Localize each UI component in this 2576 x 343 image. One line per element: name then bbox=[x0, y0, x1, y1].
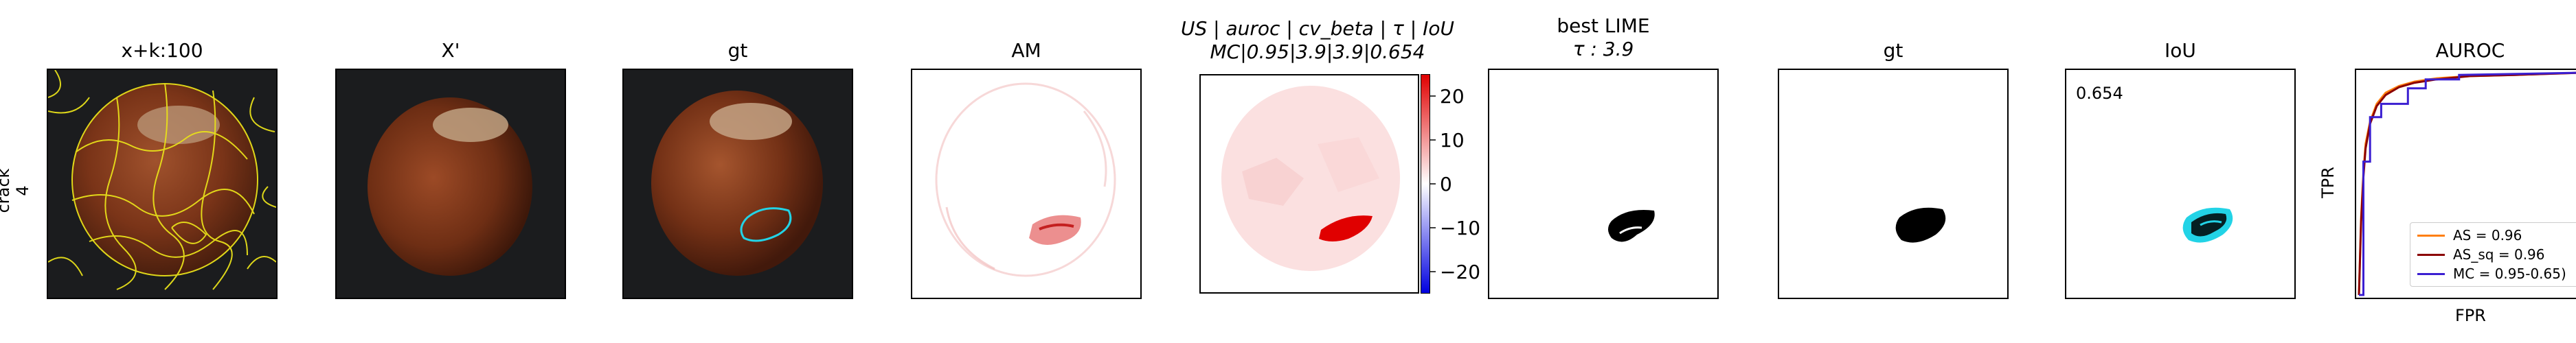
panel-title-xprime: X' bbox=[441, 39, 460, 62]
legend-swatch-as bbox=[2417, 234, 2445, 237]
panel-title-gt-mask: gt bbox=[1883, 39, 1903, 62]
legend-swatch-as-sq bbox=[2417, 253, 2445, 256]
gt-overlay-image bbox=[651, 91, 823, 276]
auroc-chart bbox=[2358, 71, 2576, 296]
colorbar-tick-label: 20 bbox=[1440, 85, 1465, 108]
auroc-chart-panel: AS = 0.96 AS_sq = 0.96 MC = 0.95-0.65) bbox=[2355, 69, 2576, 299]
auroc-legend: AS = 0.96 AS_sq = 0.96 MC = 0.95-0.65) bbox=[2410, 222, 2576, 287]
legend-label-mc: MC = 0.95-0.65) bbox=[2453, 265, 2566, 282]
legend-entry-as: AS = 0.96 bbox=[2417, 226, 2573, 245]
lime-mask-image bbox=[1608, 210, 1655, 242]
panel-title-am: AM bbox=[1011, 39, 1041, 62]
legend-entry-as-sq: AS_sq = 0.96 bbox=[2417, 245, 2573, 264]
image-panel-iou: 0.654 bbox=[2065, 69, 2296, 299]
row-label-line1: crack bbox=[0, 168, 13, 213]
panel-title-lime-line1: best LIME bbox=[1557, 14, 1650, 37]
image-panel-superpixels bbox=[47, 69, 278, 299]
legend-label-as-sq: AS_sq = 0.96 bbox=[2453, 246, 2545, 263]
legend-swatch-mc bbox=[2417, 272, 2445, 275]
panel-title-mc-text1: US | auroc | cv_beta | τ | IoU bbox=[1181, 17, 1454, 40]
panel-title-mc-line1: US | auroc | cv_beta | τ | IoU bbox=[1168, 18, 1467, 40]
image-panel-am bbox=[911, 69, 1142, 299]
mc-heatmap-image bbox=[1221, 86, 1400, 271]
colorbar-ticks: 20 10 0 −10 −20 bbox=[1430, 85, 1480, 283]
iou-value: 0.654 bbox=[2076, 84, 2123, 103]
panel-title-xk: x+k:100 bbox=[121, 39, 203, 62]
iou-overlay-image bbox=[2182, 207, 2233, 243]
colorbar-tick-label: 10 bbox=[1440, 129, 1465, 152]
roc-line-mc bbox=[2359, 71, 2576, 296]
panel-title-gt: gt bbox=[727, 39, 748, 62]
image-panel-gt-overlay bbox=[622, 69, 853, 299]
colorbar-tick-label: 0 bbox=[1440, 173, 1452, 196]
auroc-xlabel: FPR bbox=[2455, 306, 2486, 325]
panel-title-iou: IoU bbox=[2165, 39, 2196, 62]
image-panel-lime bbox=[1488, 69, 1719, 299]
colorbar-tick-label: −10 bbox=[1440, 217, 1480, 239]
gt-mask-image bbox=[1895, 207, 1946, 243]
auroc-ylabel: TPR bbox=[2318, 167, 2338, 198]
image-panel-gt-mask bbox=[1778, 69, 2009, 299]
colorbar-tick-label: −20 bbox=[1440, 261, 1480, 283]
legend-entry-mc: MC = 0.95-0.65) bbox=[2417, 264, 2573, 283]
row-label-line2: 4 bbox=[13, 185, 32, 196]
panel-title-lime-line2: τ : 3.9 bbox=[1572, 38, 1634, 60]
image-panel-reconstruction bbox=[335, 69, 566, 299]
panel-title-auroc: AUROC bbox=[2435, 39, 2505, 62]
image-panel-mc bbox=[1199, 74, 1419, 294]
panel-title-mc-line2: MC|0.95|3.9|3.9|0.654 bbox=[1168, 41, 1467, 63]
colorbar bbox=[1421, 74, 1430, 294]
panel-title-mc-text2: MC|0.95|3.9|3.9|0.654 bbox=[1210, 40, 1425, 63]
legend-label-as: AS = 0.96 bbox=[2453, 227, 2522, 244]
reconstruction-image bbox=[368, 97, 532, 276]
row-label: crack 4 bbox=[0, 160, 32, 222]
anomaly-map-image bbox=[935, 82, 1116, 277]
superpixel-image bbox=[48, 70, 276, 290]
